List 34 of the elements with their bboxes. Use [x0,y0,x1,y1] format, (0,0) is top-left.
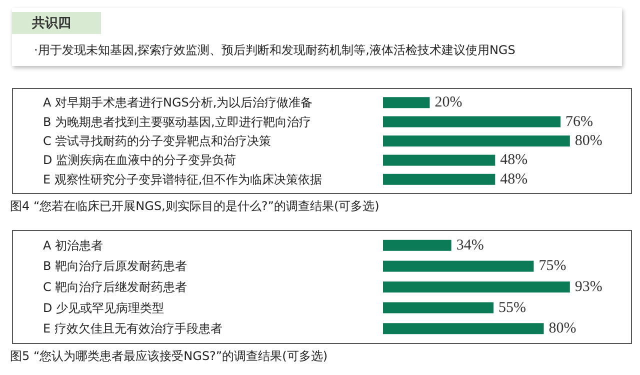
data-label: 80% [574,133,602,149]
bar [383,97,430,108]
caption: 图4 “您若在临床已开展NGS,则实际目的是什么?”的调查结果(可多选) [10,198,380,215]
bar [383,323,544,334]
bar [383,240,452,251]
data-label: 34% [456,237,484,254]
y-tick-label: D 少见或罕见病理类型 [43,300,164,315]
data-label: 48% [500,152,528,168]
text: ·用于发现未知基因,探索疗效监测、预后判断和发现耐药机制等,液体活检技术建议使用NGS [34,42,516,59]
y-tick-label: D 监测疾病在血液中的分子变异负荷 [43,153,236,168]
data-label: 93% [574,279,602,295]
bar [383,282,570,292]
y-tick-label: C 靶向治疗后继发耐药患者 [43,280,188,294]
y-tick-label: E 观察性研究分子变异谱特征,但不作为临床决策依据 [43,172,322,186]
bar [383,136,570,146]
text: 共识四 [12,12,101,34]
y-tick-label: B 为晚期患者找到主要驱动基因,立即进行靶向治疗 [43,114,311,129]
bar [383,116,561,128]
y-tick-label: E 疗效欠佳且无有效治疗手段患者 [43,322,222,336]
data-label: 48% [500,171,528,188]
y-tick-label: A 对早期手术患者进行NGS分析,为以后治疗做准备 [43,96,313,110]
y-tick-label: B 靶向治疗后原发耐药患者 [43,259,188,274]
data-label: 55% [498,300,526,316]
bar [383,260,534,272]
caption: 图5 “您认为哪类患者最应该接受NGS?”的调查结果(可多选) [10,348,328,365]
bar [383,174,496,185]
y-tick-label: C 尝试寻找耐药的分子变异靶点和治疗决策 [43,134,272,148]
bar [383,154,496,166]
data-label: 75% [538,258,566,274]
data-label: 76% [566,114,594,130]
bar [383,302,494,314]
y-tick-label: A 初治患者 [43,238,104,252]
data-label: 80% [548,320,576,337]
data-label: 20% [434,94,462,111]
